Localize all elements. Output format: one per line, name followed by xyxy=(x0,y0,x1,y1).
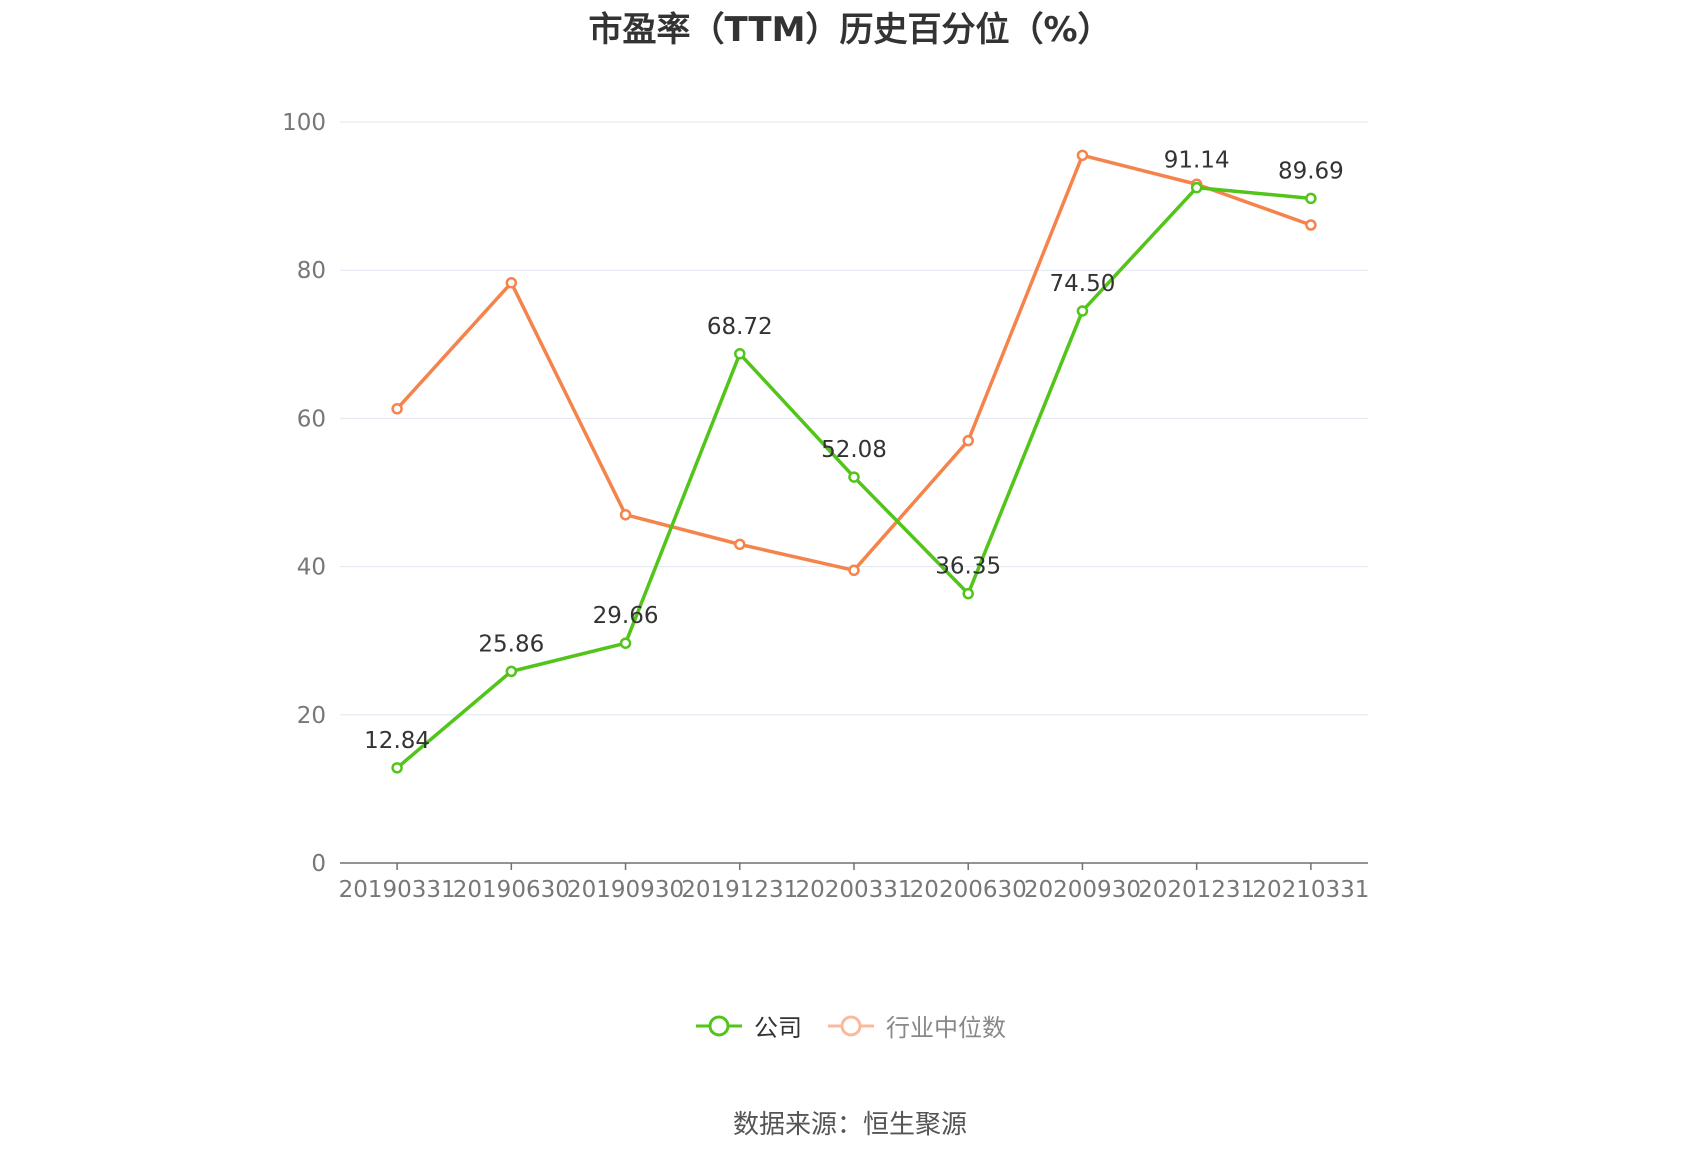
data-labels: 12.84 25.86 29.66 68.72 52.08 36.35 74.50 91.14… xyxy=(364,148,1344,754)
data-point-company xyxy=(962,587,974,600)
data-point-industry xyxy=(391,403,403,415)
data-point-company xyxy=(1305,192,1317,205)
line-chart: 0 20 40 60 80 100 201903312019063020190930201… xyxy=(282,110,1369,903)
data-label: 91.14 xyxy=(1164,148,1230,174)
data-point-industry xyxy=(505,277,518,289)
data-label: 74.50 xyxy=(1050,271,1116,297)
x-tick-label: 20190930 xyxy=(567,877,684,903)
data-label: 29.66 xyxy=(593,603,659,629)
data-point-company xyxy=(1190,181,1203,194)
grid xyxy=(340,121,1368,716)
data-point-company xyxy=(848,471,860,483)
y-tick-label: 0 xyxy=(311,851,326,877)
data-point-company xyxy=(734,348,746,360)
x-tick-label: 20201231 xyxy=(1138,877,1255,903)
legend-industry-icon xyxy=(828,1015,874,1036)
x-tick-label: 20210331 xyxy=(1252,877,1369,903)
x-axis: 2019033120190630201909302019123120200331… xyxy=(339,862,1369,903)
data-point-company xyxy=(619,637,632,649)
data-point-company xyxy=(505,665,518,678)
data-point-industry xyxy=(1305,219,1317,231)
data-point-company xyxy=(1076,305,1089,317)
y-tick-label: 60 xyxy=(297,406,326,432)
x-tick-label: 20190630 xyxy=(453,877,570,903)
data-label: 52.08 xyxy=(821,437,887,463)
data-source: 数据来源：恒生聚源 xyxy=(732,1110,967,1140)
y-tick-label: 40 xyxy=(297,555,326,581)
legend-item-company[interactable]: 公司 xyxy=(694,1008,802,1043)
legend-company-icon xyxy=(696,1015,742,1036)
x-tick-label: 20200930 xyxy=(1024,877,1141,903)
data-label: 25.86 xyxy=(478,631,544,657)
series xyxy=(391,149,1317,774)
data-label: 12.84 xyxy=(364,728,430,754)
y-axis: 0 20 40 60 80 100 xyxy=(282,110,326,877)
data-point-industry xyxy=(1076,149,1089,162)
legend: 公司 行业中位数 xyxy=(0,1008,1700,1043)
data-point-industry xyxy=(962,434,974,447)
x-tick-label: 20190331 xyxy=(339,877,456,903)
x-tick-label: 20200331 xyxy=(795,877,912,903)
data-point-industry xyxy=(619,508,632,521)
y-tick-label: 100 xyxy=(282,110,326,136)
x-tick-label: 20191231 xyxy=(681,877,798,903)
series-line-industry xyxy=(395,153,1312,573)
data-label: 89.69 xyxy=(1278,158,1344,184)
data-point-company xyxy=(391,762,403,774)
legend-label-industry: 行业中位数 xyxy=(886,1014,1006,1042)
chart-title: 市盈率（TTM）历史百分位（%） xyxy=(588,10,1112,50)
legend-label-company: 公司 xyxy=(754,1014,802,1042)
x-tick-label: 20200630 xyxy=(910,877,1027,903)
legend-item-industry[interactable]: 行业中位数 xyxy=(826,1008,1006,1043)
y-tick-label: 20 xyxy=(297,703,326,729)
data-point-industry xyxy=(848,564,860,577)
data-label: 68.72 xyxy=(707,314,773,340)
y-tick-label: 80 xyxy=(297,258,326,284)
data-point-industry xyxy=(734,538,746,551)
data-label: 36.35 xyxy=(935,554,1001,580)
